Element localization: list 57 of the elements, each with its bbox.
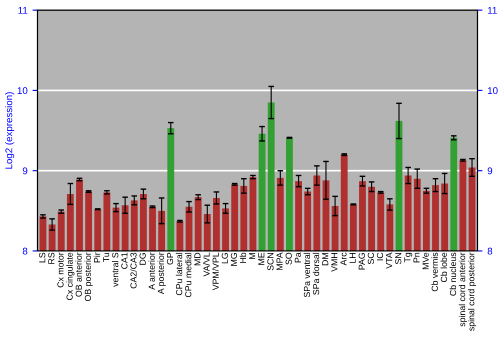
y2-tick-label: 9 (488, 167, 492, 174)
x-tick-label: Arc (340, 252, 347, 266)
y2-tick-label: 10 (488, 87, 498, 94)
x-tick-label: DM (322, 253, 328, 266)
x-tick-label: SPa dorsal (312, 252, 320, 295)
x-tick-label: LG (222, 252, 228, 264)
x-tick-label: spinal cord anterior (458, 252, 467, 327)
x-tick-label: SC (368, 252, 374, 264)
x-tick-label: Hb (240, 252, 246, 263)
x-tick-label: Cx cingulate (66, 252, 74, 300)
x-tick-label: M (249, 253, 256, 259)
x-tick-label: ME (258, 252, 264, 265)
x-tick-label: VMH (331, 253, 338, 272)
x-tick-label: Pa (294, 252, 301, 262)
y-tick-label: 8 (22, 248, 28, 255)
x-tick-label: spinal cord posterior (468, 252, 476, 331)
x-tick-label: MPA (276, 252, 283, 270)
x-tick-label: GP (166, 252, 174, 265)
x-tick-label: A anterior (148, 252, 155, 290)
y2-tick-label: 11 (488, 6, 497, 14)
x-tick-label: Cx motor (57, 252, 64, 288)
x-tick-label: LS (39, 252, 46, 262)
x-tick-label: DG (140, 252, 146, 265)
x-tick-label: OB anterior (75, 252, 82, 297)
y-tick-label: 10 (18, 87, 28, 94)
x-tick-label: Cb lobe (440, 252, 447, 282)
y-tick-label: 9 (22, 167, 28, 174)
x-tick-label: CPu lateral (176, 252, 182, 296)
x-tick-label: SCN (267, 253, 274, 270)
y-tick-label: 11 (18, 6, 28, 14)
x-tick-label: Pir (94, 252, 100, 262)
x-tick-label: ventral S (112, 252, 118, 287)
y-axis-title: Log2 (expression) (5, 92, 14, 169)
x-tick-label: Cb vermis (431, 252, 438, 292)
x-tick-label: MG (230, 252, 238, 266)
x-tick-label: IC (376, 252, 384, 260)
y2-tick-label: 8 (488, 248, 492, 255)
x-tick-label: Tu (103, 252, 110, 262)
x-tick-label: Tg (404, 252, 412, 262)
x-tick-label: VPM/VPL (212, 252, 219, 290)
x-tick-label: CA2/CA3 (130, 252, 137, 288)
x-tick-label: PAG (358, 252, 365, 270)
x-tick-label: A posterior (158, 252, 166, 294)
x-tick-label: SN (395, 253, 402, 264)
x-tick-label: LH (350, 253, 356, 263)
x-tick-label: VA/VL (203, 252, 210, 276)
x-tick-label: OB posterior (84, 252, 93, 302)
x-tick-label: Pn (413, 252, 420, 262)
x-tick-label: CA1 (121, 252, 128, 269)
x-tick-label: MD (194, 252, 200, 266)
x-tick-label: SO (286, 252, 292, 265)
x-tick-label: VTA (386, 252, 392, 269)
x-tick-label: MVe (422, 252, 429, 270)
x-tick-label: Cb nucleus (450, 252, 456, 296)
x-tick-label: SPa ventral (304, 252, 310, 298)
x-tick-label: CPu medial (184, 252, 192, 298)
x-tick-label: RS (48, 252, 54, 264)
